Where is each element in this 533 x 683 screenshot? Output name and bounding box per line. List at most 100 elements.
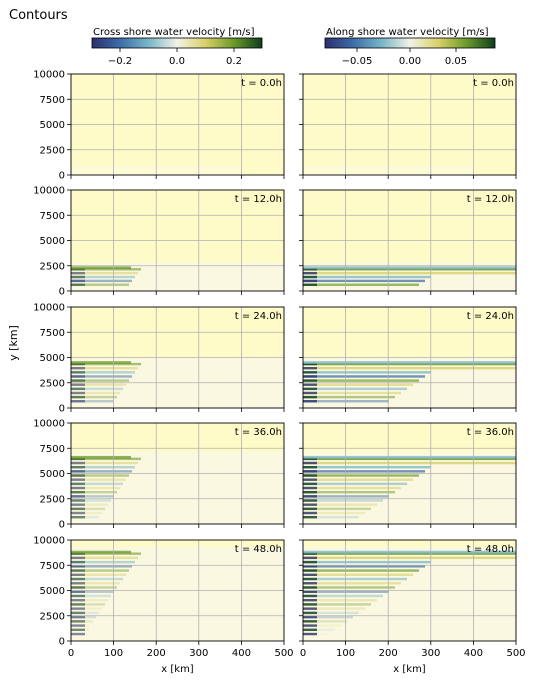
velocity-band xyxy=(303,268,516,271)
velocity-band xyxy=(71,594,111,598)
velocity-band-core xyxy=(71,474,85,477)
panel-along-row-0: t = 0.0h xyxy=(299,73,517,179)
y-tick-label: 5000 xyxy=(40,353,65,364)
velocity-band-core xyxy=(71,275,85,279)
velocity-band-core xyxy=(71,461,85,465)
velocity-band-core xyxy=(303,507,317,511)
velocity-band xyxy=(71,465,135,469)
x-tick-label: 100 xyxy=(336,648,355,659)
velocity-band xyxy=(71,503,108,506)
velocity-band-core xyxy=(71,391,85,395)
velocity-band xyxy=(303,628,335,632)
time-label: t = 12.0h xyxy=(235,194,282,205)
x-tick-label: 400 xyxy=(232,648,251,659)
velocity-band xyxy=(303,375,425,378)
velocity-band-core xyxy=(71,632,85,636)
velocity-band xyxy=(71,268,141,271)
y-tick-label: 0 xyxy=(59,171,65,182)
velocity-band-core xyxy=(303,470,317,473)
window-title: Contours xyxy=(9,8,68,23)
velocity-band-core xyxy=(303,569,317,572)
velocity-band xyxy=(71,582,120,585)
velocity-band xyxy=(71,486,120,490)
velocity-band xyxy=(71,573,126,576)
velocity-band-core xyxy=(303,624,317,627)
x-tick-label: 400 xyxy=(464,648,483,659)
x-tick-label: 500 xyxy=(274,648,293,659)
y-tick-label: 2500 xyxy=(40,611,65,622)
velocity-band-core xyxy=(303,515,317,519)
colorbar-bar xyxy=(91,37,263,49)
velocity-band xyxy=(71,482,123,486)
time-label: t = 24.0h xyxy=(467,311,514,322)
heatmap-field xyxy=(71,547,284,641)
velocity-band-core xyxy=(71,279,85,283)
velocity-band xyxy=(303,486,401,490)
velocity-band xyxy=(303,391,401,395)
velocity-band-core xyxy=(303,474,317,477)
velocity-band xyxy=(303,366,516,370)
velocity-band-core xyxy=(71,387,85,391)
velocity-band-core xyxy=(71,620,85,623)
velocity-band xyxy=(303,603,371,606)
velocity-band-core xyxy=(303,478,317,481)
panel-cross-row-0: t = 0.0h 0 2500 5000 7500 10000 xyxy=(33,70,285,182)
velocity-band xyxy=(71,598,108,602)
y-tick-label: 2500 xyxy=(40,145,65,156)
time-label: t = 36.0h xyxy=(467,427,514,438)
velocity-band-core xyxy=(71,379,85,382)
velocity-band xyxy=(71,586,117,589)
panel-along-row-2: t = 24.0h xyxy=(299,306,517,412)
velocity-band-core xyxy=(303,383,317,386)
velocity-band-core xyxy=(303,486,317,490)
y-tick-label: 10000 xyxy=(33,536,65,547)
colorbars: Cross shore water velocity [m/s]−0.2 0.0 0… xyxy=(91,27,496,67)
velocity-band xyxy=(303,271,516,275)
velocity-band-core xyxy=(303,560,317,564)
velocity-band-core xyxy=(71,628,85,632)
velocity-band xyxy=(71,271,138,275)
velocity-band-core xyxy=(303,511,317,515)
velocity-band xyxy=(71,366,138,370)
velocity-band-core xyxy=(303,598,317,602)
heatmap-field xyxy=(71,452,284,524)
wave-front xyxy=(71,550,131,554)
velocity-band-core xyxy=(71,482,85,486)
velocity-band xyxy=(303,594,383,598)
velocity-band-core xyxy=(71,603,85,606)
y-tick-label: 7500 xyxy=(40,95,65,106)
velocity-band-core xyxy=(303,590,317,593)
velocity-band-core xyxy=(303,495,317,498)
velocity-band-core xyxy=(303,482,317,486)
velocity-band xyxy=(71,569,129,572)
y-tick-label: 10000 xyxy=(33,70,65,81)
velocity-band-core xyxy=(71,556,85,560)
panel-cross-row-1: t = 12.0h 0 2500 5000 7500 10000 xyxy=(33,186,285,298)
y-tick-label: 5000 xyxy=(40,236,65,247)
velocity-band xyxy=(303,362,516,366)
velocity-band xyxy=(303,395,395,399)
velocity-band xyxy=(303,371,431,374)
velocity-band-core xyxy=(303,499,317,502)
velocity-band-core xyxy=(303,552,317,555)
colorbar-bar xyxy=(324,37,496,49)
velocity-band xyxy=(303,560,431,564)
velocity-band xyxy=(71,371,135,374)
time-label: t = 0.0h xyxy=(241,78,282,89)
velocity-band xyxy=(71,391,120,395)
velocity-band-core xyxy=(71,465,85,469)
panel-cross-row-4: t = 48.0h0 100 200 300 400 500025005000750010… xyxy=(33,536,293,660)
velocity-band xyxy=(303,507,371,511)
y-tick-label: 0 xyxy=(59,637,65,648)
velocity-band-core xyxy=(71,573,85,576)
velocity-band-core xyxy=(71,395,85,399)
axis-labels: x [km] x [km] y [km] xyxy=(7,325,426,675)
velocity-band xyxy=(303,569,419,572)
velocity-band-core xyxy=(71,507,85,511)
velocity-band-core xyxy=(71,582,85,585)
velocity-band-core xyxy=(303,465,317,469)
velocity-band xyxy=(71,474,129,477)
velocity-band xyxy=(71,490,117,494)
x-tick-label: 300 xyxy=(421,648,440,659)
time-label: t = 48.0h xyxy=(467,544,514,555)
